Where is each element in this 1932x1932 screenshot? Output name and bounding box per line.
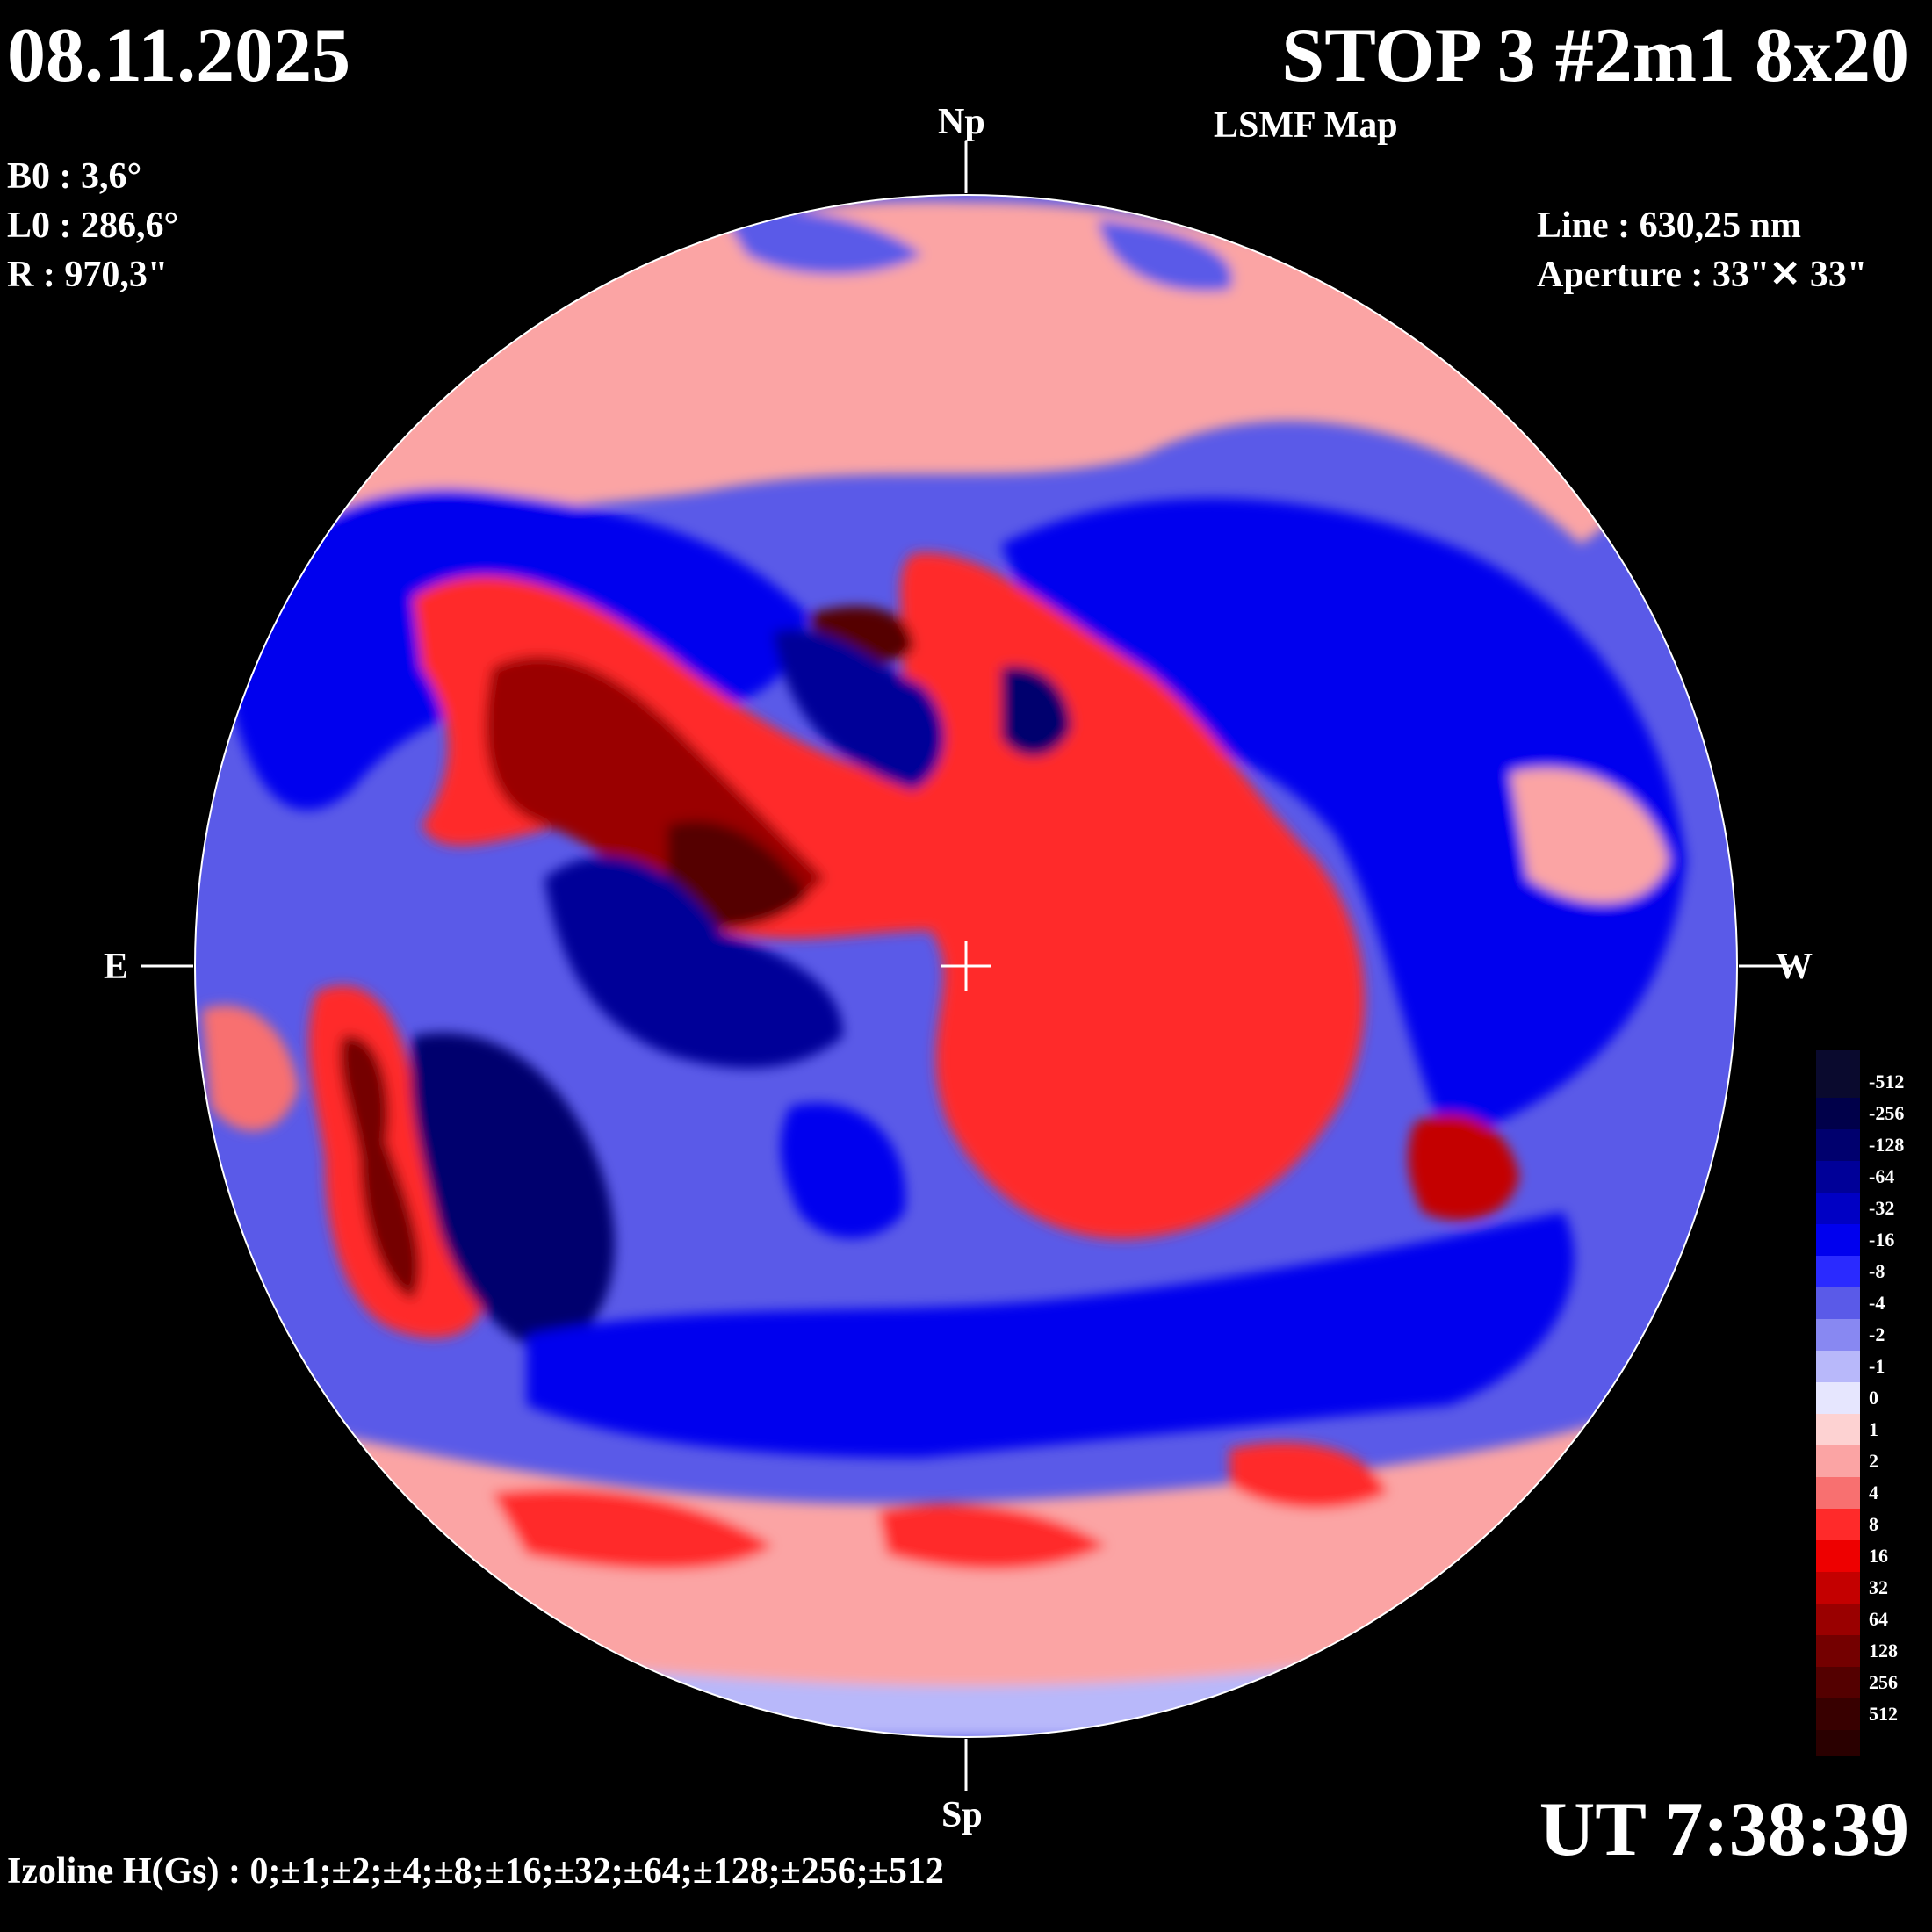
legend-label: -2 (1869, 1323, 1885, 1345)
south-blue-band (527, 1212, 1575, 1458)
legend-label: 32 (1869, 1576, 1888, 1598)
legend-swatch (1816, 1287, 1860, 1319)
axis-ticks (141, 141, 1791, 1791)
legend-label: -16 (1869, 1229, 1895, 1251)
east-limb-red-zone (202, 1005, 299, 1131)
izoline-levels: Izoline H(Gs) : 0;±1;±2;±4;±8;±16;±32;±6… (7, 1851, 944, 1892)
legend-label: 1 (1869, 1418, 1878, 1440)
legend-swatch (1816, 1319, 1860, 1351)
legend-swatch (1816, 1129, 1860, 1161)
legend-label: 0 (1869, 1387, 1878, 1409)
legend-swatch (1816, 1698, 1860, 1730)
color-scale-legend: -512 -256 -128 -64 -32 -16 -8 -4 -2 -1 0 1 2 4 8 16 32 64… (1816, 1050, 1930, 1758)
legend-label: 128 (1869, 1640, 1898, 1662)
param-aperture: Aperture : 33"✕ 33" (1537, 255, 1868, 295)
legend-swatch (1816, 1477, 1860, 1509)
param-l0: L0 : 286,6° (7, 205, 179, 246)
map-subtitle: LSMF Map (1214, 105, 1398, 146)
west-red-spot (1408, 1114, 1519, 1221)
legend-label: -128 (1869, 1134, 1905, 1156)
central-blue-intrusion (544, 856, 843, 1069)
map-title: STOP 3 #2m1 8x20 (1281, 13, 1909, 98)
legend-label: 512 (1869, 1703, 1898, 1725)
legend-swatch (1816, 1193, 1860, 1224)
legend-label: -256 (1869, 1102, 1905, 1124)
north-mixed-band (263, 201, 1651, 544)
legend-swatch (1816, 1604, 1860, 1635)
north-blue-spot (1001, 666, 1071, 757)
legend-label: -64 (1869, 1165, 1895, 1187)
south-pole-label: Sp (941, 1795, 983, 1835)
param-radius: R : 970,3" (7, 255, 169, 295)
legend-swatch (1816, 1509, 1860, 1540)
legend-swatch (1816, 1540, 1860, 1572)
west-pink-zone (1510, 768, 1669, 903)
legend-swatch (1816, 1351, 1860, 1382)
param-b0: B0 : 3,6° (7, 156, 142, 197)
legend-label: -32 (1869, 1197, 1895, 1219)
universal-time: UT 7:38:39 (1539, 1787, 1909, 1872)
legend-label: 4 (1869, 1481, 1878, 1503)
north-blue-patches (720, 208, 1233, 292)
legend-swatch (1816, 1382, 1860, 1414)
north-pole-label: Np (938, 102, 985, 142)
legend-label: -4 (1869, 1292, 1885, 1314)
legend-swatch (1816, 1445, 1860, 1477)
legend-swatch (1816, 1256, 1860, 1287)
legend-label: 2 (1869, 1450, 1878, 1472)
legend-label: -1 (1869, 1355, 1885, 1377)
legend-label: 64 (1869, 1608, 1888, 1630)
west-label: W (1776, 947, 1813, 987)
legend-swatch (1816, 1667, 1860, 1698)
legend-label: 8 (1869, 1513, 1878, 1535)
south-central-blue-region (781, 1103, 906, 1238)
legend-cap-negative (1816, 1050, 1860, 1066)
disk-limb (194, 194, 1738, 1738)
legend-cap-positive (1816, 1730, 1860, 1756)
legend-swatch (1816, 1635, 1860, 1667)
legend-swatch (1816, 1098, 1860, 1129)
east-label: E (104, 947, 129, 987)
param-line: Line : 630,25 nm (1537, 205, 1802, 246)
legend-swatch (1816, 1414, 1860, 1445)
legend-label: -512 (1869, 1071, 1905, 1092)
observation-date: 08.11.2025 (7, 13, 351, 98)
north-west-blue-region (1001, 498, 1686, 1142)
south-east-blue-region (410, 1033, 615, 1352)
legend-label: -8 (1869, 1260, 1885, 1282)
legend-swatch (1816, 1066, 1860, 1098)
legend-label: 256 (1869, 1671, 1898, 1693)
central-deep-red-core (667, 820, 808, 929)
legend-label: 16 (1869, 1545, 1888, 1567)
legend-swatch (1816, 1224, 1860, 1256)
legend-swatch (1816, 1161, 1860, 1193)
south-red-patches (492, 1442, 1388, 1570)
legend-swatch (1816, 1572, 1860, 1604)
south-east-dark-red-core (340, 1035, 421, 1300)
north-blue-hook (773, 628, 945, 790)
